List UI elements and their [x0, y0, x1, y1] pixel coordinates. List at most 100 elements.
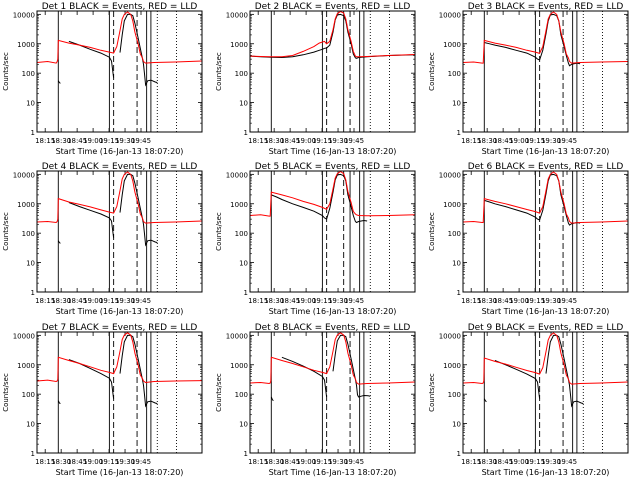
x-tick-label: 18:45 [493, 458, 513, 466]
y-axis-label: Counts/sec [215, 52, 223, 91]
x-axis-label: Start Time (16-Jan-13 18:07:20) [482, 147, 610, 156]
y-tick-label: 100 [22, 391, 35, 399]
plot-frame [36, 170, 203, 293]
x-tick-label: 18:45 [67, 297, 87, 305]
x-tick-label: 19:30 [115, 458, 135, 466]
series-lld-line [37, 171, 202, 224]
y-axis-label: Counts/sec [2, 212, 10, 251]
plot-frame [462, 331, 629, 454]
y-tick-label: 10000 [13, 171, 35, 179]
x-tick-label: 18:45 [493, 137, 513, 145]
plot-frame [36, 331, 203, 454]
plot-data [463, 11, 628, 132]
plot-frame [249, 170, 416, 293]
y-tick-label: 1000 [443, 201, 461, 209]
x-tick-label: 18:30 [51, 137, 71, 145]
y-tick-label: 1 [457, 450, 461, 458]
series-lld-line [37, 332, 202, 384]
detector-panel: Det 5 BLACK = Events, RED = LLD Counts/se… [215, 162, 416, 316]
y-tick-label: 10 [239, 260, 248, 268]
y-tick-label: 100 [22, 70, 35, 78]
plot-frame [462, 10, 629, 133]
series-events-line [484, 13, 581, 67]
x-tick-label: 19:00 [83, 297, 103, 305]
x-tick-label: 19:45 [131, 458, 151, 466]
series-events-line [484, 173, 581, 226]
y-axis-label: Counts/sec [215, 212, 223, 251]
plot-data [37, 171, 202, 292]
panel-title: Det 8 BLACK = Events, RED = LLD [255, 323, 411, 333]
y-tick-label: 10000 [13, 11, 35, 19]
y-axis-label: Counts/sec [428, 212, 436, 251]
x-tick-label: 18:30 [477, 458, 497, 466]
x-tick-label: 18:15 [461, 137, 481, 145]
y-tick-label: 10000 [226, 171, 248, 179]
x-tick-label: 19:45 [557, 297, 577, 305]
plot-data [463, 171, 628, 292]
x-tick-label: 18:45 [280, 297, 300, 305]
x-axis-label: Start Time (16-Jan-13 18:07:20) [482, 468, 610, 477]
series-events-line [57, 173, 158, 247]
y-axis-label: Counts/sec [2, 373, 10, 412]
y-tick-label: 10000 [439, 11, 461, 19]
y-tick-label: 10 [452, 100, 461, 108]
x-tick-label: 18:30 [264, 458, 284, 466]
y-tick-label: 1 [457, 289, 461, 297]
y-tick-label: 1 [244, 289, 248, 297]
x-tick-label: 18:15 [35, 458, 55, 466]
x-tick-label: 18:15 [248, 458, 268, 466]
x-tick-label: 19:15 [312, 297, 332, 305]
x-tick-label: 19:45 [344, 458, 364, 466]
plot-frame [462, 170, 629, 293]
y-tick-label: 10 [26, 421, 35, 429]
series-lld-line [463, 332, 628, 385]
x-tick-label: 19:45 [131, 137, 151, 145]
plot-data [250, 332, 415, 453]
y-tick-label: 1 [244, 450, 248, 458]
plot-data [250, 171, 415, 292]
y-tick-label: 1000 [443, 41, 461, 49]
series-lld-line [463, 11, 628, 64]
y-tick-label: 10000 [226, 332, 248, 340]
x-tick-label: 19:00 [296, 297, 316, 305]
x-tick-label: 19:45 [344, 137, 364, 145]
plot-data [463, 332, 628, 453]
plot-frame [36, 10, 203, 133]
x-tick-label: 19:15 [312, 137, 332, 145]
x-tick-label: 18:15 [35, 297, 55, 305]
detector-panel: Det 8 BLACK = Events, RED = LLD Counts/se… [215, 323, 416, 477]
panel-title: Det 7 BLACK = Events, RED = LLD [42, 323, 198, 333]
y-tick-label: 100 [448, 391, 461, 399]
x-axis-label: Start Time (16-Jan-13 18:07:20) [56, 468, 184, 477]
panel-title: Det 6 BLACK = Events, RED = LLD [468, 162, 624, 172]
y-tick-label: 100 [235, 230, 248, 238]
x-tick-label: 19:15 [525, 458, 545, 466]
x-axis-label: Start Time (16-Jan-13 18:07:20) [56, 307, 184, 316]
x-axis-label: Start Time (16-Jan-13 18:07:20) [56, 147, 184, 156]
y-tick-label: 100 [235, 70, 248, 78]
x-tick-label: 19:30 [328, 458, 348, 466]
x-tick-label: 19:00 [83, 458, 103, 466]
x-tick-label: 18:45 [493, 297, 513, 305]
y-tick-label: 100 [22, 230, 35, 238]
y-tick-label: 10 [26, 260, 35, 268]
series-lld-line [250, 11, 415, 58]
series-events-line [57, 334, 158, 408]
y-tick-label: 1 [31, 450, 35, 458]
x-tick-label: 19:45 [131, 297, 151, 305]
plot-data [37, 332, 202, 453]
plot-frame [249, 331, 416, 454]
y-tick-label: 100 [448, 230, 461, 238]
x-tick-label: 19:00 [509, 458, 529, 466]
series-lld-line [250, 332, 415, 385]
x-tick-label: 18:45 [280, 137, 300, 145]
y-tick-label: 10 [239, 100, 248, 108]
x-tick-label: 19:30 [541, 297, 561, 305]
panel-title: Det 9 BLACK = Events, RED = LLD [468, 323, 624, 333]
y-tick-label: 1000 [17, 362, 35, 370]
y-tick-label: 10 [452, 260, 461, 268]
x-tick-label: 19:30 [328, 137, 348, 145]
y-tick-label: 1000 [443, 362, 461, 370]
y-tick-label: 1000 [17, 41, 35, 49]
